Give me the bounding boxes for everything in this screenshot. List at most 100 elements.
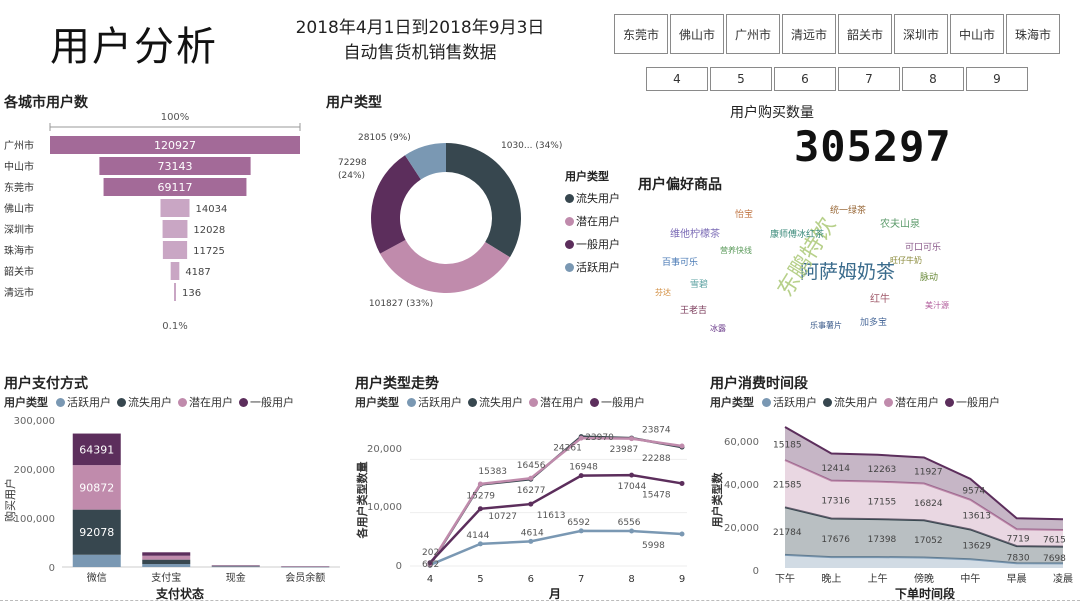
bar-segment [72, 465, 121, 510]
funnel-city-label: 东莞市 [4, 181, 34, 194]
donut-legend-title: 用户类型 [565, 170, 609, 183]
month-slicer-item[interactable]: 8 [902, 67, 964, 91]
word-cloud-word: 百事可乐 [662, 258, 699, 268]
city-slicer-item[interactable]: 东莞市 [614, 14, 668, 54]
legend-item-active[interactable]: 活跃用户 [407, 394, 462, 410]
x-tick: 上午 [868, 572, 888, 585]
legend-item-general[interactable]: 一般用户 [590, 394, 645, 410]
trend-data-label: 23874 [642, 426, 671, 436]
area-layer-line [784, 506, 1064, 548]
legend-item-churn[interactable]: 流失用户 [565, 190, 620, 206]
area-layer-line [784, 426, 1064, 521]
subtitle-date-range: 2018年4月1日到2018年9月3日 [295, 18, 545, 38]
y-tick: 20,000 [367, 444, 402, 455]
word-cloud-word: 旺仔牛奶 [890, 256, 922, 265]
area-data-label: 17316 [821, 497, 850, 507]
word-cloud-word: 冰露 [710, 324, 726, 333]
donut-label-churn: 1030... (34%) [501, 141, 562, 151]
bar-segment [142, 555, 191, 560]
city-slicer-item[interactable]: 中山市 [950, 14, 1004, 54]
legend-item-general[interactable]: 一般用户 [239, 394, 294, 410]
trend-data-label: 23987 [610, 445, 639, 455]
bar-segment [211, 565, 260, 567]
funnel-bar [99, 157, 251, 175]
trend-point [679, 443, 685, 449]
funnel-value-label: 4187 [185, 267, 210, 278]
donut-legend: 用户类型 流失用户 潜在用户 一般用户 活跃用户 [565, 168, 620, 275]
trend-point [629, 528, 635, 534]
legend-item-churn[interactable]: 流失用户 [468, 394, 523, 410]
word-cloud-word: 营养快线 [720, 246, 752, 255]
trend-y-label: 各用户类型数量 [355, 462, 369, 540]
funnel-city-label: 广州市 [4, 139, 34, 152]
trend-data-label: 10727 [488, 512, 517, 522]
area-data-label: 21784 [773, 528, 802, 538]
bar-segment [211, 565, 260, 566]
payment-title: 用户支付方式 [4, 376, 88, 392]
bar-data-label: 64391 [79, 443, 114, 456]
bar-segment [211, 566, 260, 567]
donut-label-active: 28105 (9%) [358, 133, 411, 143]
city-slicer-item[interactable]: 深圳市 [894, 14, 948, 54]
month-slicer-item[interactable]: 6 [774, 67, 836, 91]
donut-slice [446, 143, 521, 258]
x-tick: 早晨 [1007, 573, 1027, 585]
x-tick: 会员余额 [285, 571, 325, 584]
legend-item-potential[interactable]: 潜在用户 [565, 213, 620, 229]
month-slicer-item[interactable]: 4 [646, 67, 708, 91]
bar-data-label: 92078 [79, 526, 114, 539]
legend-label: 活跃用户 [418, 396, 462, 409]
city-slicer-item[interactable]: 珠海市 [1006, 14, 1060, 54]
kpi-value: 305297 [794, 122, 952, 171]
donut-label-general-pct: (24%) [338, 171, 365, 181]
legend-title: 用户类型 [4, 396, 48, 409]
city-slicer-item[interactable]: 清远市 [782, 14, 836, 54]
city-slicer-item[interactable]: 佛山市 [670, 14, 724, 54]
legend-item-churn[interactable]: 流失用户 [823, 394, 878, 410]
trend-point [477, 541, 483, 547]
funnel-city-label: 佛山市 [4, 202, 34, 215]
area-data-label: 12263 [868, 465, 897, 475]
trend-data-label: 15478 [642, 490, 671, 500]
word-cloud-word: 雪碧 [690, 280, 709, 290]
x-tick: 中午 [960, 572, 980, 585]
legend-label: 潜在用户 [540, 396, 584, 409]
month-slicer-item[interactable]: 5 [710, 67, 772, 91]
y-tick: 0 [396, 561, 402, 572]
funnel-city-label: 韶关市 [4, 265, 34, 278]
legend-item-active[interactable]: 活跃用户 [56, 394, 111, 410]
legend-item-general[interactable]: 一般用户 [945, 394, 1000, 410]
time-period-y-label: 用户类型数 [710, 472, 724, 528]
bar-segment [142, 564, 191, 567]
word-cloud-word: 康师傅冰红茶 [770, 230, 825, 240]
legend-item-general[interactable]: 一般用户 [565, 236, 620, 252]
legend-dot [529, 398, 538, 407]
legend-item-active[interactable]: 活跃用户 [762, 394, 817, 410]
legend-dot [565, 194, 574, 203]
month-slicer-item[interactable]: 9 [966, 67, 1028, 91]
x-tick: 凌晨 [1053, 572, 1073, 585]
city-slicer-item[interactable]: 广州市 [726, 14, 780, 54]
word-cloud-word: 农夫山泉 [880, 219, 920, 230]
y-tick: 0 [753, 566, 759, 577]
area-data-label: 17155 [868, 497, 897, 507]
bar-data-label: 90872 [79, 481, 114, 494]
word-cloud-word: 脉动 [920, 273, 939, 283]
month-slicer-item[interactable]: 7 [838, 67, 900, 91]
word-cloud-word: 王老吉 [680, 306, 708, 316]
funnel-top-label: 100% [161, 112, 190, 123]
legend-item-potential[interactable]: 潜在用户 [884, 394, 939, 410]
city-slicer-item[interactable]: 韶关市 [838, 14, 892, 54]
funnel-bar [162, 220, 188, 238]
legend-item-active[interactable]: 活跃用户 [565, 259, 620, 275]
legend-item-churn[interactable]: 流失用户 [117, 394, 172, 410]
donut-label-general-value: 72298 [338, 158, 367, 168]
legend-dot [823, 398, 832, 407]
bar-segment [72, 554, 121, 567]
legend-item-potential[interactable]: 潜在用户 [529, 394, 584, 410]
funnel-value-label: 11725 [193, 246, 225, 257]
legend-label: 潜在用户 [189, 396, 233, 409]
legend-item-potential[interactable]: 潜在用户 [178, 394, 233, 410]
payment-x-label: 支付状态 [155, 586, 204, 601]
page-title: 用户分析 [50, 24, 218, 70]
